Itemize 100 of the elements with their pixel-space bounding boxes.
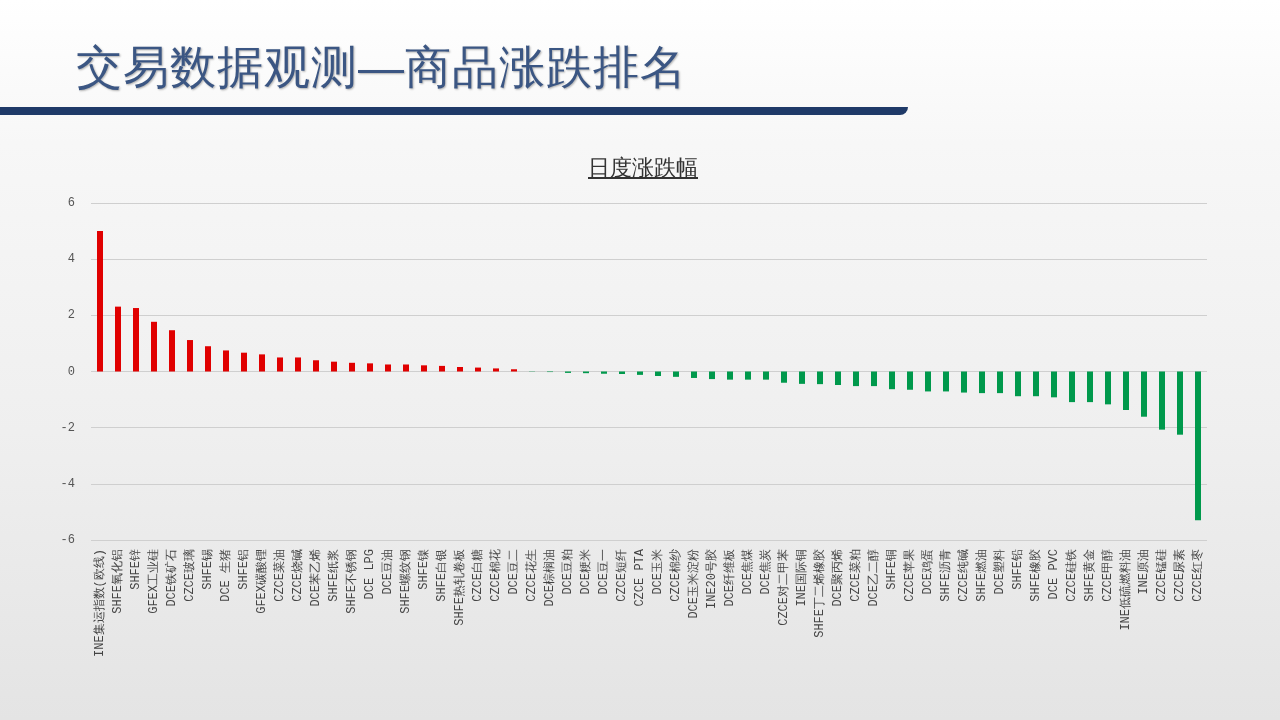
bar (763, 371, 769, 380)
x-tick-label: CZCE PTA (633, 548, 647, 607)
bar (889, 371, 895, 390)
chart-title: 交易数据观测—商品涨跌排名 (76, 40, 687, 95)
x-tick-label: DCE豆一 (597, 549, 611, 595)
bar (187, 340, 193, 372)
y-tick-label: 2 (67, 308, 75, 323)
bar (943, 371, 949, 392)
x-tick-label: DCE乙二醇 (866, 549, 881, 607)
bar (727, 371, 733, 380)
x-tick-label: CZCE菜粕 (849, 549, 863, 602)
bar (403, 364, 409, 372)
bar (511, 369, 517, 372)
bar (1087, 371, 1093, 403)
bar (241, 352, 247, 372)
bar (799, 371, 805, 384)
bar (835, 371, 841, 385)
x-tick-label: CZCE棉花 (489, 549, 503, 602)
x-tick-label: DCE 生猪 (219, 549, 233, 602)
x-tick-label: CZCE烧碱 (291, 549, 305, 602)
x-tick-label: INE20号胶 (704, 549, 719, 610)
bar (1069, 371, 1075, 403)
x-tick-label: DCE豆油 (381, 549, 395, 595)
x-tick-label: CZCE纯碱 (957, 549, 971, 602)
bar (259, 354, 265, 372)
bar (907, 371, 913, 390)
x-tick-label: DCE豆二 (507, 549, 521, 595)
x-tick-label: CZCE红枣 (1191, 549, 1205, 602)
bar (457, 367, 463, 372)
x-tick-label: CZCE锰硅 (1155, 549, 1169, 602)
y-tick-label: 6 (67, 196, 75, 210)
x-tick-label: CZCE硅铁 (1065, 549, 1079, 602)
x-tick-label: CZCE白糖 (470, 549, 485, 602)
y-tick-label: -6 (60, 533, 75, 547)
bar (1051, 371, 1057, 398)
x-tick-label: SHFE丁二烯橡胶 (812, 549, 827, 638)
bar (1033, 371, 1039, 397)
x-tick-label: SHFE螺纹钢 (399, 549, 413, 614)
x-tick-label: INE集运指数(欧线) (93, 549, 107, 658)
x-tick-label: SHFE白银 (435, 549, 449, 602)
bar (979, 371, 985, 394)
x-tick-label: SHFE锡 (201, 549, 215, 590)
x-tick-label: DCE鸡蛋 (921, 549, 935, 595)
x-tick-label: DCE粳米 (579, 549, 593, 595)
y-tick-label: 0 (67, 364, 75, 379)
x-tick-label: DCE焦炭 (759, 549, 773, 595)
x-tick-label: SHFE黄金 (1083, 549, 1097, 602)
x-tick-label: CZCE玻璃 (182, 549, 197, 602)
y-tick-label: 4 (67, 252, 75, 267)
chart-subtitle: 日度涨跌幅 (588, 155, 698, 180)
bar (709, 371, 715, 380)
bar (133, 308, 139, 372)
x-tick-label: SHFE热轧卷板 (453, 549, 467, 626)
bar (223, 350, 229, 372)
bar (925, 371, 931, 392)
x-tick-label: GFEX工业硅 (147, 549, 161, 614)
x-tick-label: DCE玉米 (651, 549, 665, 595)
x-tick-label: DCE玉米淀粉 (686, 549, 701, 619)
x-tick-label: SHFE镍 (417, 549, 431, 590)
bar (637, 371, 643, 375)
x-tick-label: DCE焦煤 (741, 549, 755, 595)
bar (691, 371, 697, 378)
bar (673, 371, 679, 377)
bar (331, 361, 337, 372)
bar (493, 368, 499, 372)
x-tick-label: SHFE燃油 (975, 549, 989, 602)
bar (1141, 371, 1147, 417)
x-tick-label: CZCE花生 (525, 549, 539, 602)
bar (853, 371, 859, 387)
bar (349, 362, 355, 372)
bar (385, 364, 391, 372)
bar (1159, 371, 1165, 430)
bar (1105, 371, 1111, 405)
x-tick-label: INE国际铜 (795, 549, 809, 607)
x-tick-label: DCE苯乙烯 (309, 549, 323, 607)
bar (781, 371, 787, 383)
x-tick-label: SHFE不锈钢 (345, 549, 359, 614)
x-tick-label: DCE豆粕 (561, 549, 575, 595)
x-tick-label: DCE铁矿石 (164, 549, 179, 607)
x-tick-label: SHFE沥青 (939, 549, 953, 602)
x-tick-label: SHFE铅 (1011, 549, 1025, 590)
x-tick-label: SHFE铜 (885, 549, 899, 590)
bar (1123, 371, 1129, 410)
x-tick-label: CZCE棉纱 (669, 549, 683, 602)
x-tick-label: CZCE甲醇 (1100, 549, 1115, 602)
bar (115, 306, 121, 372)
x-tick-label: SHFE锌 (129, 549, 143, 590)
bar (1015, 371, 1021, 397)
bar (421, 365, 427, 372)
x-tick-label: DCE PVC (1047, 549, 1061, 600)
bar (817, 371, 823, 385)
bar (871, 371, 877, 387)
x-tick-label: CZCE尿素 (1173, 549, 1187, 602)
x-tick-label: CZCE对二甲苯 (777, 549, 791, 626)
y-tick-label: -2 (60, 420, 75, 435)
bar (151, 321, 157, 372)
x-tick-label: DCE纤维板 (722, 549, 737, 607)
x-tick-label: CZCE短纤 (615, 549, 629, 602)
x-tick-label: DCE LPG (363, 549, 377, 600)
x-tick-label: CZCE菜油 (273, 549, 287, 602)
